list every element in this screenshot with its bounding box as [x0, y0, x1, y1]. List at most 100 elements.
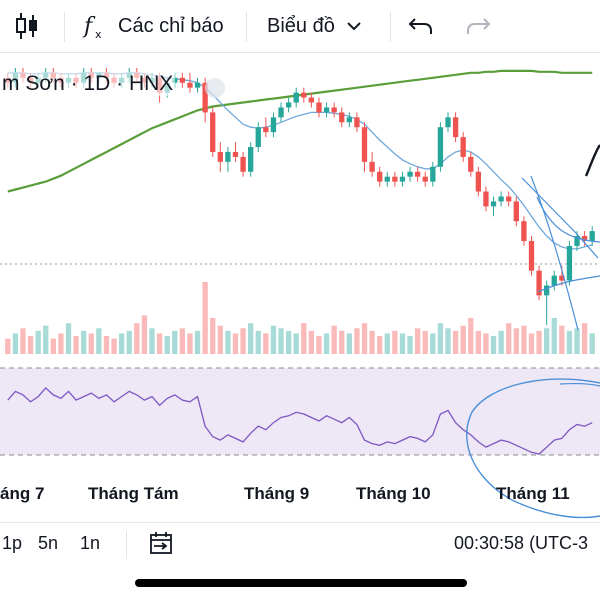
volume-bar: [96, 328, 102, 354]
volume-bar: [232, 333, 239, 354]
candle-body: [323, 107, 330, 113]
candle-body: [255, 127, 261, 148]
volume-bar: [468, 318, 474, 354]
volume-bar: [437, 323, 444, 354]
volume-bar: [506, 323, 512, 354]
volume-bar: [156, 333, 163, 354]
ticker-title: m Sơn · 1D · HNX: [0, 72, 176, 96]
volume-bar: [58, 333, 64, 354]
volume-bar: [483, 333, 489, 354]
trendline-drawing: [530, 175, 579, 331]
volume-bar: [194, 330, 201, 354]
volume-bar: [202, 282, 208, 354]
toolbar-separator: [64, 12, 65, 42]
candle-body: [278, 107, 284, 118]
volume-bar: [43, 325, 49, 354]
ma-long-line: [7, 69, 593, 193]
volume-bar: [414, 328, 421, 354]
volume-bar: [12, 333, 19, 354]
volume-bar: [50, 338, 56, 354]
candle-body: [483, 191, 489, 207]
volume-bar: [103, 336, 110, 354]
go-to-date-button[interactable]: [148, 531, 176, 562]
function-icon: f x: [82, 14, 102, 41]
volume-bar: [270, 325, 277, 354]
candle-body: [407, 171, 413, 177]
rsi-line: [7, 386, 593, 455]
volume-bar: [392, 330, 398, 354]
volume-bar: [285, 330, 292, 354]
candle-body: [452, 117, 459, 138]
candlestick-icon: [16, 13, 37, 39]
toolbar-separator: [246, 12, 247, 42]
chart-menu-button[interactable]: Biểu đồ: [267, 0, 365, 52]
volume-bar: [346, 333, 352, 354]
range-button[interactable]: 1n: [80, 533, 101, 553]
volume-bar: [187, 333, 193, 354]
candle-body: [316, 102, 322, 113]
candle-body: [468, 156, 474, 172]
volume-bar: [118, 333, 125, 354]
candle-body: [581, 236, 588, 241]
volume-bar: [217, 325, 223, 354]
calendar-arrow-icon: [150, 532, 172, 554]
drawing-annotations: [205, 78, 600, 519]
candle-body: [339, 112, 345, 123]
trendline-drawing: [521, 177, 599, 259]
candle-body: [589, 231, 595, 241]
chart-menu-label: Biểu đồ: [267, 14, 335, 37]
clock-readout[interactable]: 00:30:58 (UTC-3: [454, 533, 589, 553]
candle-body: [460, 137, 466, 157]
redo-icon: [467, 18, 491, 34]
candlestick-type-button[interactable]: [14, 0, 40, 52]
undo-icon: [408, 18, 432, 34]
trendline-drawing: [536, 196, 600, 243]
volume-bar: [210, 318, 216, 354]
undo-button[interactable]: [407, 0, 435, 52]
svg-text:x: x: [95, 28, 102, 41]
bottom-separator: [126, 531, 127, 559]
volume-bar: [278, 328, 284, 354]
candle-body: [308, 97, 315, 103]
volume-bar: [490, 336, 497, 354]
candle-body: [422, 176, 428, 182]
candle-body: [574, 236, 580, 246]
candle-body: [346, 117, 352, 123]
candles: [5, 67, 595, 326]
indicators-button[interactable]: f x Các chỉ báo: [82, 0, 224, 52]
volume-bar: [399, 333, 406, 354]
volume-bar: [88, 333, 94, 354]
x-axis-label: Tháng 11: [496, 484, 570, 503]
rsi-series-line: [7, 386, 593, 455]
candle-body: [217, 151, 223, 162]
volume-bar: [179, 328, 186, 354]
range-button[interactable]: 5n: [38, 533, 59, 553]
volume-bar: [301, 323, 307, 354]
price-chart[interactable]: [0, 53, 600, 523]
volume-bar: [308, 330, 315, 354]
volume-bar: [513, 328, 519, 354]
candle-body: [194, 82, 201, 88]
candle-body: [437, 127, 444, 167]
candle-body: [377, 171, 383, 182]
candle-body: [559, 275, 565, 281]
candle-body: [361, 127, 368, 162]
chevron-down-icon: [347, 22, 361, 31]
volume-bar: [452, 330, 459, 354]
moving-averages: [7, 69, 593, 250]
volume-bar: [134, 323, 140, 354]
redo-button[interactable]: [464, 0, 492, 52]
volume-bar: [544, 328, 550, 354]
x-axis-label: Tháng 9: [244, 484, 310, 503]
circle-drawing: [559, 383, 600, 387]
volume-bar: [384, 333, 390, 354]
home-indicator: [135, 579, 467, 587]
volume-bar: [293, 333, 299, 354]
candle-body: [301, 92, 307, 98]
indicators-label: Các chỉ báo: [118, 14, 224, 37]
volume-bar: [589, 333, 595, 354]
candle-body: [551, 275, 557, 286]
candle-body: [536, 270, 542, 296]
range-button[interactable]: 1p: [2, 533, 23, 553]
volume-bar: [475, 330, 482, 354]
